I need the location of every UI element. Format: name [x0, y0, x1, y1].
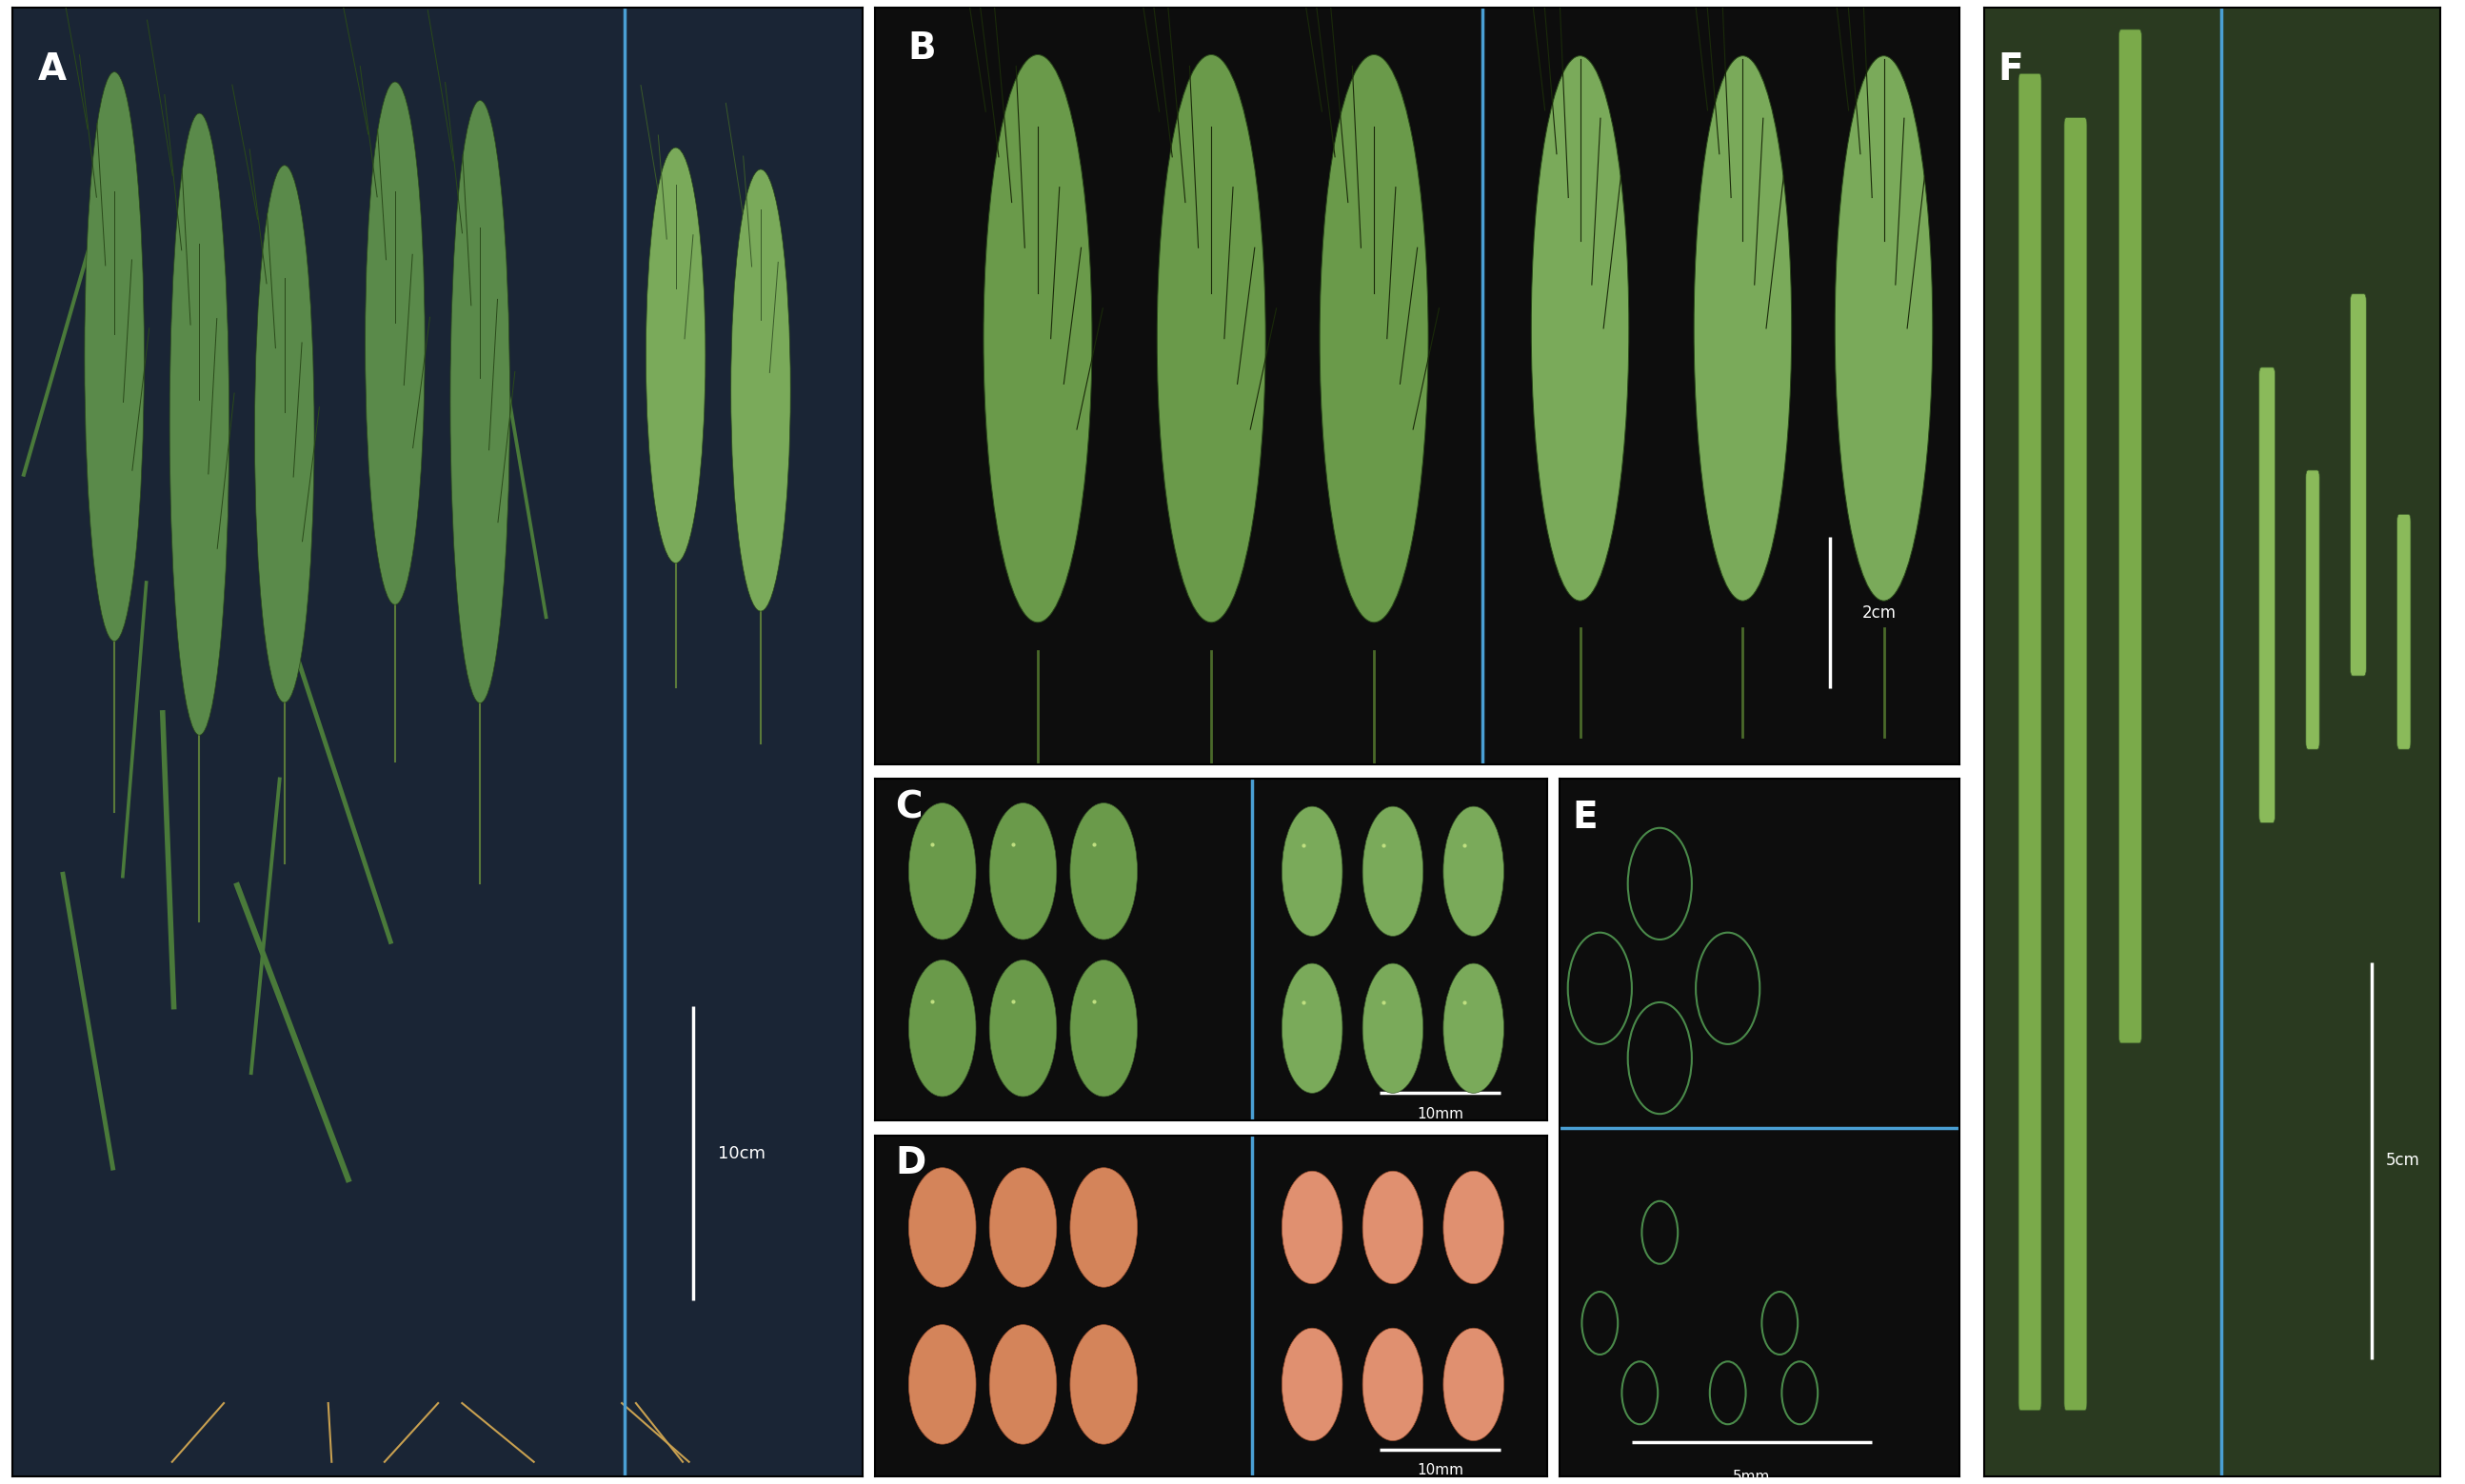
Ellipse shape — [1444, 1328, 1504, 1441]
Ellipse shape — [1282, 806, 1343, 936]
Text: C: C — [895, 789, 922, 825]
Ellipse shape — [1070, 803, 1136, 939]
Text: 5mm: 5mm — [1733, 1469, 1770, 1484]
FancyBboxPatch shape — [2063, 117, 2088, 1410]
FancyBboxPatch shape — [2396, 515, 2411, 749]
Ellipse shape — [988, 803, 1057, 939]
Ellipse shape — [1363, 1171, 1422, 1284]
Ellipse shape — [1363, 963, 1422, 1094]
Ellipse shape — [1693, 56, 1792, 601]
Ellipse shape — [910, 803, 976, 939]
Text: 10mm: 10mm — [1417, 1463, 1464, 1477]
Ellipse shape — [254, 165, 313, 702]
FancyBboxPatch shape — [2258, 368, 2275, 822]
Ellipse shape — [988, 1325, 1057, 1444]
Text: E: E — [1573, 800, 1597, 835]
Ellipse shape — [1363, 1328, 1422, 1441]
Ellipse shape — [988, 1168, 1057, 1287]
Ellipse shape — [732, 169, 791, 611]
Ellipse shape — [910, 1168, 976, 1287]
Text: D: D — [895, 1146, 927, 1181]
Text: 10cm: 10cm — [717, 1144, 767, 1162]
Ellipse shape — [451, 101, 510, 703]
Ellipse shape — [646, 147, 705, 562]
Ellipse shape — [1070, 1168, 1136, 1287]
Text: F: F — [1999, 52, 2024, 88]
Ellipse shape — [988, 960, 1057, 1097]
Ellipse shape — [170, 113, 229, 735]
Ellipse shape — [1363, 806, 1422, 936]
Text: 5cm: 5cm — [2386, 1152, 2421, 1169]
Ellipse shape — [984, 55, 1092, 622]
FancyBboxPatch shape — [2019, 74, 2041, 1410]
FancyBboxPatch shape — [2349, 294, 2366, 675]
Text: 2cm: 2cm — [1861, 604, 1896, 622]
Ellipse shape — [365, 82, 424, 604]
Ellipse shape — [84, 73, 143, 641]
Ellipse shape — [1444, 1171, 1504, 1284]
Text: A: A — [37, 52, 67, 88]
Ellipse shape — [1834, 56, 1933, 601]
Ellipse shape — [910, 960, 976, 1097]
Text: B: B — [907, 30, 937, 67]
Ellipse shape — [1319, 55, 1427, 622]
Ellipse shape — [910, 1325, 976, 1444]
Ellipse shape — [1070, 1325, 1136, 1444]
Ellipse shape — [1282, 1328, 1343, 1441]
Ellipse shape — [1070, 960, 1136, 1097]
FancyBboxPatch shape — [2120, 30, 2142, 1043]
Text: 10mm: 10mm — [1417, 1107, 1464, 1120]
Ellipse shape — [1282, 963, 1343, 1094]
Ellipse shape — [1531, 56, 1629, 601]
FancyBboxPatch shape — [2305, 470, 2320, 749]
Ellipse shape — [1444, 806, 1504, 936]
Ellipse shape — [1282, 1171, 1343, 1284]
Ellipse shape — [1156, 55, 1265, 622]
Ellipse shape — [1444, 963, 1504, 1094]
